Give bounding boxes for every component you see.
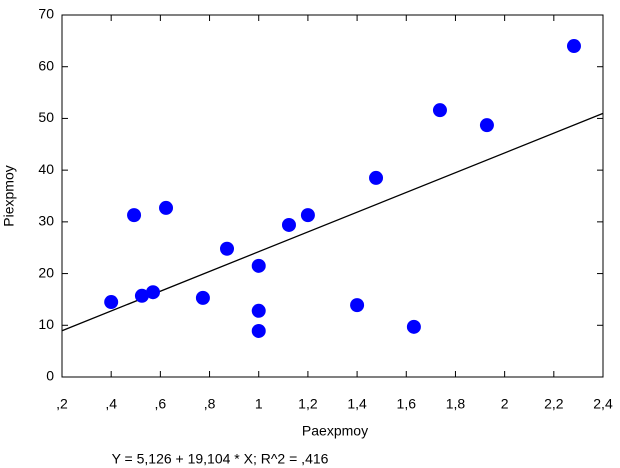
point [251, 323, 266, 338]
plot-frame [61, 14, 604, 378]
x-tick-label: 1,8 [446, 396, 466, 412]
y-tick-label: 20 [38, 264, 54, 280]
y-tick-label: 10 [38, 316, 54, 332]
point [369, 170, 384, 185]
point [251, 258, 266, 273]
y-tick-label: 60 [38, 57, 54, 73]
point [220, 241, 235, 256]
regression-equation: Y = 5,126 + 19,104 * X; R^2 = ,416 [112, 451, 329, 467]
point [281, 217, 296, 232]
point [134, 288, 149, 303]
point [350, 298, 365, 313]
x-tick-label: 1,2 [298, 396, 318, 412]
point [104, 295, 119, 310]
point [406, 319, 421, 334]
point [479, 118, 494, 133]
point [300, 208, 315, 223]
x-tick-label: ,2 [56, 396, 68, 412]
y-tick-label: 30 [38, 213, 54, 229]
y-tick-label: 40 [38, 161, 54, 177]
x-axis-label: Paexpmoy [302, 423, 368, 439]
y-tick-label: 70 [38, 6, 54, 22]
x-tick-label: 2,2 [544, 396, 564, 412]
y-tick-label: 0 [46, 368, 54, 384]
x-tick-label: 1 [255, 396, 263, 412]
x-tick-label: 2,4 [593, 396, 613, 412]
x-tick-label: ,4 [105, 396, 117, 412]
y-axis-label: Piexpmoy [1, 165, 17, 226]
x-tick-label: 2 [501, 396, 509, 412]
point [566, 39, 581, 54]
x-tick-label: ,6 [155, 396, 167, 412]
x-tick-label: 1,4 [347, 396, 367, 412]
point [127, 208, 142, 223]
point [195, 290, 210, 305]
point [251, 303, 266, 318]
x-tick-label: 1,6 [397, 396, 417, 412]
point [145, 285, 160, 300]
x-tick-label: ,8 [204, 396, 216, 412]
point [432, 103, 447, 118]
y-tick-label: 50 [38, 109, 54, 125]
point [159, 200, 174, 215]
